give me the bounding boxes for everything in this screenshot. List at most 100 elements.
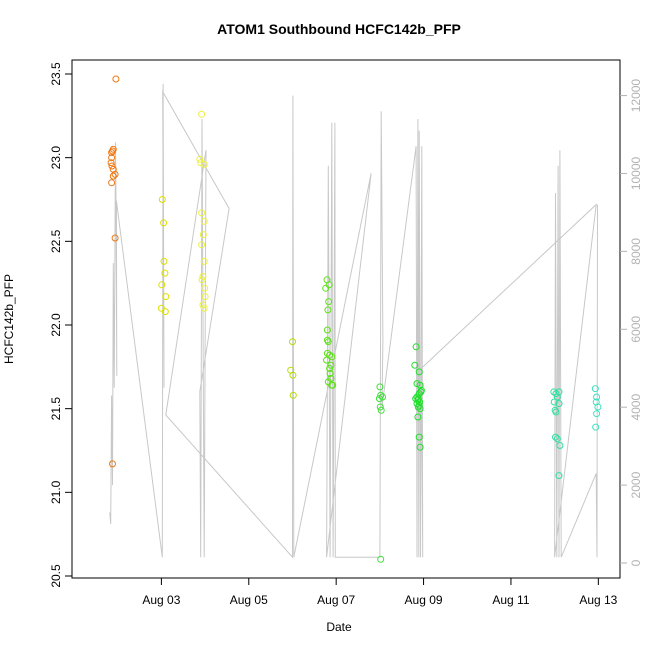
data-point — [108, 179, 116, 187]
data-point — [108, 162, 116, 170]
y2-tick-label: 6000 — [629, 316, 643, 343]
data-point — [199, 301, 207, 309]
data-point — [112, 75, 120, 83]
x-tick-label: Aug 03 — [142, 593, 180, 607]
data-point — [111, 170, 119, 178]
y-axis-left: 20.5 21.0 21.5 22.0 22.5 23.0 23.5 — [49, 62, 72, 588]
data-point — [412, 343, 420, 351]
x-tick-label: Aug 07 — [317, 593, 355, 607]
data-point — [556, 442, 564, 449]
data-point — [289, 391, 297, 399]
data-point — [200, 160, 208, 168]
data-point — [161, 269, 169, 277]
y2-tick-label: 4000 — [629, 394, 643, 421]
x-axis-label: Date — [326, 620, 352, 634]
data-point — [376, 383, 384, 391]
y2-tick-label: 10000 — [629, 156, 643, 190]
data-point — [552, 433, 559, 441]
data-point — [323, 326, 331, 334]
data-point — [593, 393, 601, 401]
data-point — [377, 391, 385, 399]
data-point — [198, 209, 206, 217]
data-point — [160, 257, 168, 265]
y-axis-right: 0 2000 4000 6000 8000 10000 12000 — [620, 79, 643, 566]
data-point — [412, 395, 420, 403]
data-point — [158, 196, 166, 203]
data-point — [158, 281, 166, 289]
data-point — [414, 403, 422, 411]
data-point — [289, 338, 296, 346]
data-point — [198, 276, 206, 284]
data-point — [200, 217, 208, 225]
y2-tick-label: 12000 — [629, 79, 643, 113]
data-point — [592, 398, 600, 406]
data-point — [324, 306, 332, 314]
data-point — [328, 353, 336, 361]
data-point — [415, 368, 423, 376]
y-tick-label: 23.5 — [49, 62, 63, 86]
data-point — [416, 443, 424, 451]
y-tick-label: 23.0 — [49, 146, 63, 170]
data-point — [379, 393, 386, 401]
y-tick-label: 20.5 — [49, 564, 63, 588]
data-point — [323, 349, 331, 357]
data-point — [377, 555, 385, 563]
chart-title: ATOM1 Southbound HCFC142b_PFP — [217, 21, 461, 37]
data-point — [111, 234, 119, 242]
data-point — [553, 435, 561, 443]
data-point — [160, 219, 168, 227]
x-tick-label: Aug 09 — [405, 593, 443, 607]
data-point — [162, 293, 170, 301]
data-point — [329, 381, 337, 389]
data-point — [289, 371, 297, 379]
x-tick-label: Aug 13 — [579, 593, 617, 607]
data-point — [414, 413, 422, 421]
data-point — [200, 257, 208, 265]
plot-area-frame — [71, 59, 621, 579]
data-point — [552, 408, 560, 416]
data-point — [326, 370, 334, 377]
x-axis: Aug 03 Aug 05 Aug 07 Aug 09 Aug 11 Aug 13 — [142, 578, 618, 607]
data-point — [594, 403, 602, 411]
data-point — [416, 381, 424, 389]
data-point — [550, 398, 558, 406]
data-point — [107, 159, 115, 167]
data-point — [199, 231, 207, 239]
data-point — [592, 423, 600, 431]
data-point — [200, 304, 208, 312]
data-point — [416, 405, 424, 413]
data-point — [201, 284, 209, 292]
data-point — [201, 293, 209, 301]
y2-tick-label: 2000 — [629, 471, 643, 498]
data-point — [324, 338, 332, 346]
data-point — [325, 298, 333, 306]
data-point — [327, 361, 335, 369]
data-point — [196, 155, 204, 163]
data-point — [326, 365, 334, 372]
y2-tick-label: 0 — [629, 559, 643, 566]
data-point — [555, 400, 563, 408]
y-tick-label: 22.5 — [49, 229, 63, 253]
data-point — [108, 154, 116, 162]
data-point — [411, 361, 419, 369]
data-point — [161, 308, 169, 316]
data-point — [323, 356, 331, 364]
x-tick-label: Aug 11 — [492, 593, 529, 607]
data-point — [415, 433, 423, 441]
y2-tick-label: 8000 — [629, 238, 643, 265]
data-point — [550, 388, 558, 396]
data-point — [322, 284, 330, 292]
data-point — [593, 410, 601, 418]
data-point — [553, 393, 561, 401]
data-point — [108, 149, 116, 157]
data-point — [555, 472, 563, 480]
data-point — [109, 172, 117, 180]
data-point — [199, 273, 207, 280]
data-point — [109, 460, 116, 468]
data-point — [326, 351, 334, 359]
data-point — [198, 241, 206, 249]
data-point — [591, 385, 599, 393]
x-tick-label: Aug 05 — [230, 593, 268, 607]
